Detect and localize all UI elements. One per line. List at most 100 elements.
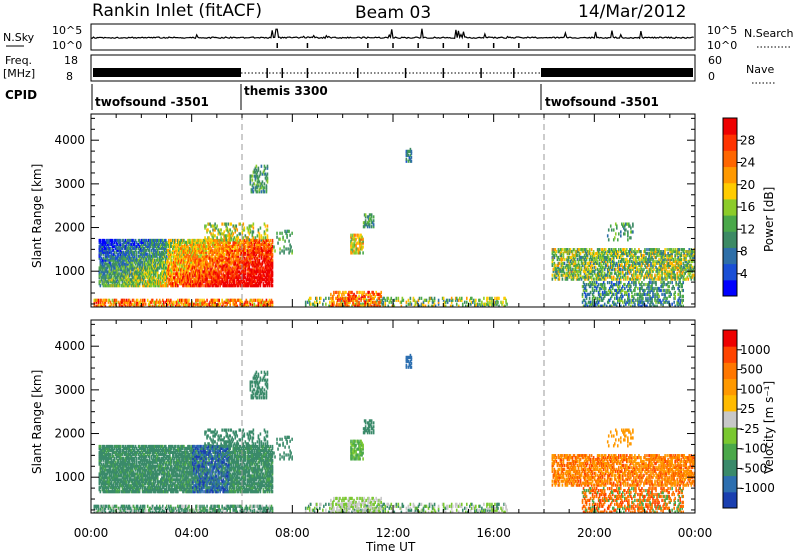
power-cell <box>116 282 119 286</box>
power-cell <box>565 271 568 275</box>
power-cell <box>186 282 188 286</box>
power-cell <box>489 298 491 302</box>
power-cell <box>494 296 496 300</box>
power-cell <box>615 277 618 281</box>
power-cell <box>188 254 190 258</box>
power-cell <box>557 261 560 266</box>
power-cell <box>162 242 165 247</box>
power-cell <box>266 252 269 256</box>
power-cell <box>189 250 191 254</box>
power-cell <box>612 257 615 262</box>
power-cell <box>205 268 207 272</box>
power-cell <box>125 248 128 252</box>
power-cell <box>567 251 570 256</box>
power-cell <box>153 252 156 256</box>
power-cell <box>202 238 204 243</box>
power-cell <box>268 248 271 252</box>
power-cell <box>180 238 182 243</box>
power-cell <box>594 259 597 264</box>
power-cell <box>179 304 181 307</box>
power-cell <box>222 284 224 288</box>
power-cell <box>226 228 228 232</box>
power-cell <box>119 254 122 258</box>
power-cell <box>210 256 212 260</box>
power-cell <box>213 272 215 276</box>
power-cell <box>260 164 263 168</box>
power-cell <box>124 246 127 250</box>
power-cell <box>580 248 583 252</box>
power-cell <box>236 276 239 280</box>
power-cell <box>387 296 390 300</box>
power-cell <box>164 244 167 248</box>
power-cell <box>112 262 115 266</box>
power-cell <box>125 276 128 280</box>
power-cell <box>245 284 248 288</box>
power-cell <box>255 246 258 250</box>
power-cell <box>225 244 227 248</box>
power-cell <box>608 250 611 254</box>
power-cell <box>566 271 569 275</box>
power-cell <box>100 256 103 260</box>
power-cell <box>219 284 221 288</box>
power-cell <box>178 280 180 284</box>
power-cell <box>260 186 263 190</box>
power-cell <box>98 244 101 248</box>
power-cell <box>256 260 259 264</box>
power-cell <box>364 223 367 227</box>
power-cell <box>210 274 212 278</box>
power-cell <box>114 256 117 260</box>
power-cell <box>248 240 251 245</box>
power-cell <box>174 238 176 243</box>
power-cell <box>133 284 136 288</box>
power-cell <box>183 278 185 282</box>
power-cell <box>353 235 355 239</box>
power-cell <box>112 252 115 256</box>
power-cell <box>360 237 362 241</box>
power-cell <box>197 274 199 278</box>
power-cell <box>153 244 156 248</box>
power-cell <box>412 298 415 302</box>
power-cell <box>162 270 165 274</box>
power-cell <box>168 298 170 302</box>
power-cell <box>212 252 214 256</box>
power-cell <box>121 282 124 286</box>
power-cell <box>353 302 355 306</box>
power-cell <box>181 250 183 254</box>
power-cell <box>355 294 357 298</box>
power-cell <box>134 274 137 278</box>
power-cell <box>571 269 574 273</box>
power-cell <box>240 298 243 302</box>
power-cell <box>597 255 600 260</box>
power-cell <box>207 222 209 226</box>
power-cell <box>267 262 270 266</box>
power-cell <box>99 266 102 270</box>
power-cell <box>197 244 199 248</box>
power-cell <box>614 277 617 281</box>
power-cell <box>216 274 218 278</box>
power-cell <box>205 278 207 282</box>
power-cell <box>577 265 580 269</box>
power-cell <box>251 270 254 274</box>
power-cell <box>98 254 101 258</box>
power-cell <box>232 302 235 306</box>
power-cell <box>603 257 606 262</box>
power-cell <box>118 302 121 306</box>
power-cell <box>174 278 176 282</box>
power-cell <box>164 266 167 270</box>
power-cell <box>455 296 458 300</box>
power-cell <box>228 276 231 280</box>
power-cell <box>604 257 607 262</box>
power-cell <box>209 300 211 304</box>
power-cell <box>201 302 203 306</box>
power-cell <box>267 268 270 272</box>
power-cell <box>194 266 196 270</box>
power-cell <box>587 277 590 281</box>
power-cell <box>589 251 592 256</box>
power-cell <box>408 155 411 159</box>
power-cell <box>556 265 559 269</box>
power-cell <box>108 270 111 274</box>
power-cell <box>584 277 587 281</box>
power-cell <box>208 242 210 247</box>
power-cell <box>114 300 117 304</box>
power-cell <box>104 284 107 288</box>
